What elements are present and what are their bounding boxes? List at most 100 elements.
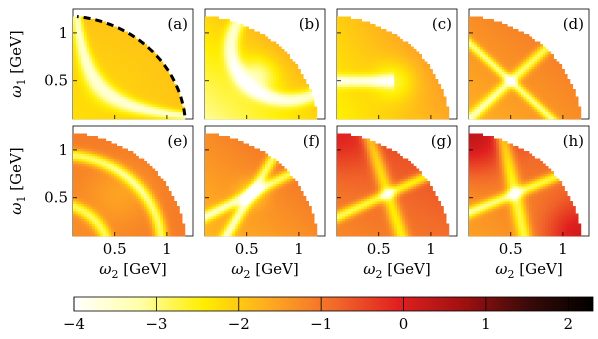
heatmap-cell <box>152 74 156 77</box>
heatmap-cell <box>89 111 93 115</box>
heatmap-cell <box>75 89 79 92</box>
heatmap-cell <box>254 79 258 82</box>
heatmap-cell <box>275 94 280 97</box>
heatmap-cell <box>229 44 233 47</box>
heatmap-cell <box>149 99 153 102</box>
heatmap-cell <box>133 104 137 107</box>
heatmap-cell <box>485 44 489 47</box>
heatmap-cell <box>358 61 362 65</box>
heatmap-cell <box>232 31 236 35</box>
heatmap-cell <box>413 89 417 92</box>
heatmap-cell <box>410 64 414 67</box>
heatmap-cell <box>143 89 148 92</box>
heatmap-cell <box>127 116 131 120</box>
heatmap-cell <box>485 49 489 52</box>
heatmap-cell <box>207 66 211 70</box>
heatmap-cell <box>358 79 362 82</box>
heatmap-cell <box>300 109 304 112</box>
heatmap-cell <box>275 106 280 110</box>
heatmap-cell <box>534 44 538 47</box>
heatmap-cell <box>432 101 436 105</box>
heatmap-cell <box>353 56 357 60</box>
heatmap-cell <box>105 41 109 45</box>
heatmap-cell <box>215 59 220 62</box>
heatmap-cell <box>394 111 398 115</box>
heatmap-cell <box>254 84 258 87</box>
heatmap-cell <box>399 51 403 55</box>
heatmap-cell <box>168 94 172 97</box>
heatmap-cell <box>127 106 131 110</box>
heatmap-cell <box>504 79 508 82</box>
heatmap-cell <box>270 96 274 100</box>
heatmap-cell <box>237 104 241 107</box>
heatmap-cell <box>243 96 247 100</box>
heatmap-cell <box>289 59 293 62</box>
heatmap-cell <box>397 86 401 90</box>
heatmap-cell <box>358 64 362 67</box>
heatmap-cell <box>221 71 225 75</box>
heatmap-cell <box>432 116 436 120</box>
heatmap-cell <box>413 84 417 87</box>
heatmap-cell <box>520 106 524 110</box>
heatmap-cell <box>130 66 134 70</box>
heatmap-cell <box>105 86 109 90</box>
heatmap-cell <box>345 99 349 102</box>
heatmap-cell <box>130 61 134 65</box>
heatmap-cell <box>469 36 473 40</box>
heatmap-cell <box>300 91 304 95</box>
heatmap-cell <box>550 66 554 70</box>
heatmap-cell <box>308 106 312 110</box>
heatmap-cell <box>229 76 233 80</box>
heatmap-cell <box>394 36 398 40</box>
heatmap-cell <box>213 69 217 72</box>
heatmap-cell <box>73 39 77 42</box>
heatmap-cell <box>388 59 392 62</box>
heatmap-cell <box>440 116 444 120</box>
heatmap-cell <box>138 74 142 77</box>
heatmap-cell <box>210 49 214 52</box>
heatmap-cell <box>173 89 178 92</box>
heatmap-cell <box>518 111 522 115</box>
heatmap-cell <box>103 74 107 77</box>
heatmap-cell <box>377 104 382 107</box>
heatmap-cell <box>391 101 395 105</box>
heatmap-cell <box>520 104 524 107</box>
heatmap-cell <box>477 89 481 92</box>
heatmap-cell <box>141 109 145 112</box>
heatmap-cell <box>160 114 164 117</box>
heatmap-cell <box>391 89 395 92</box>
heatmap-cell <box>286 109 290 112</box>
heatmap-cell <box>380 34 384 37</box>
heatmap-cell <box>413 111 417 115</box>
heatmap-cell <box>361 79 365 82</box>
heatmap-cell <box>119 96 123 100</box>
heatmap-cell <box>171 96 175 100</box>
heatmap-cell <box>545 111 549 115</box>
heatmap-cell <box>143 59 148 62</box>
heatmap-cell <box>224 79 228 82</box>
heatmap-cell <box>226 96 230 100</box>
heatmap-cell <box>413 114 417 117</box>
heatmap-cell <box>229 81 233 85</box>
heatmap-cell <box>353 81 357 85</box>
heatmap-cell <box>504 81 508 85</box>
heatmap-cell <box>518 71 522 75</box>
heatmap-cell <box>210 36 214 40</box>
heatmap-cell <box>493 99 497 102</box>
heatmap-cell <box>207 19 211 22</box>
heatmap-cell <box>275 56 280 60</box>
heatmap-cell <box>402 116 406 120</box>
heatmap-cell <box>116 111 120 115</box>
heatmap-cell <box>86 36 90 40</box>
heatmap-cell <box>284 101 288 105</box>
heatmap-cell <box>515 71 519 75</box>
heatmap-cell <box>297 99 301 102</box>
heatmap-cell <box>218 91 222 95</box>
heatmap-cell <box>311 96 315 100</box>
heatmap-cell <box>488 79 492 82</box>
heatmap-cell <box>226 59 230 62</box>
heatmap-cell <box>127 66 131 70</box>
heatmap-cell <box>78 16 82 20</box>
panels-grid: (a) (b) (c) (d)(e) (f) (g) (h) <box>72 8 590 237</box>
heatmap-cell <box>479 21 484 25</box>
